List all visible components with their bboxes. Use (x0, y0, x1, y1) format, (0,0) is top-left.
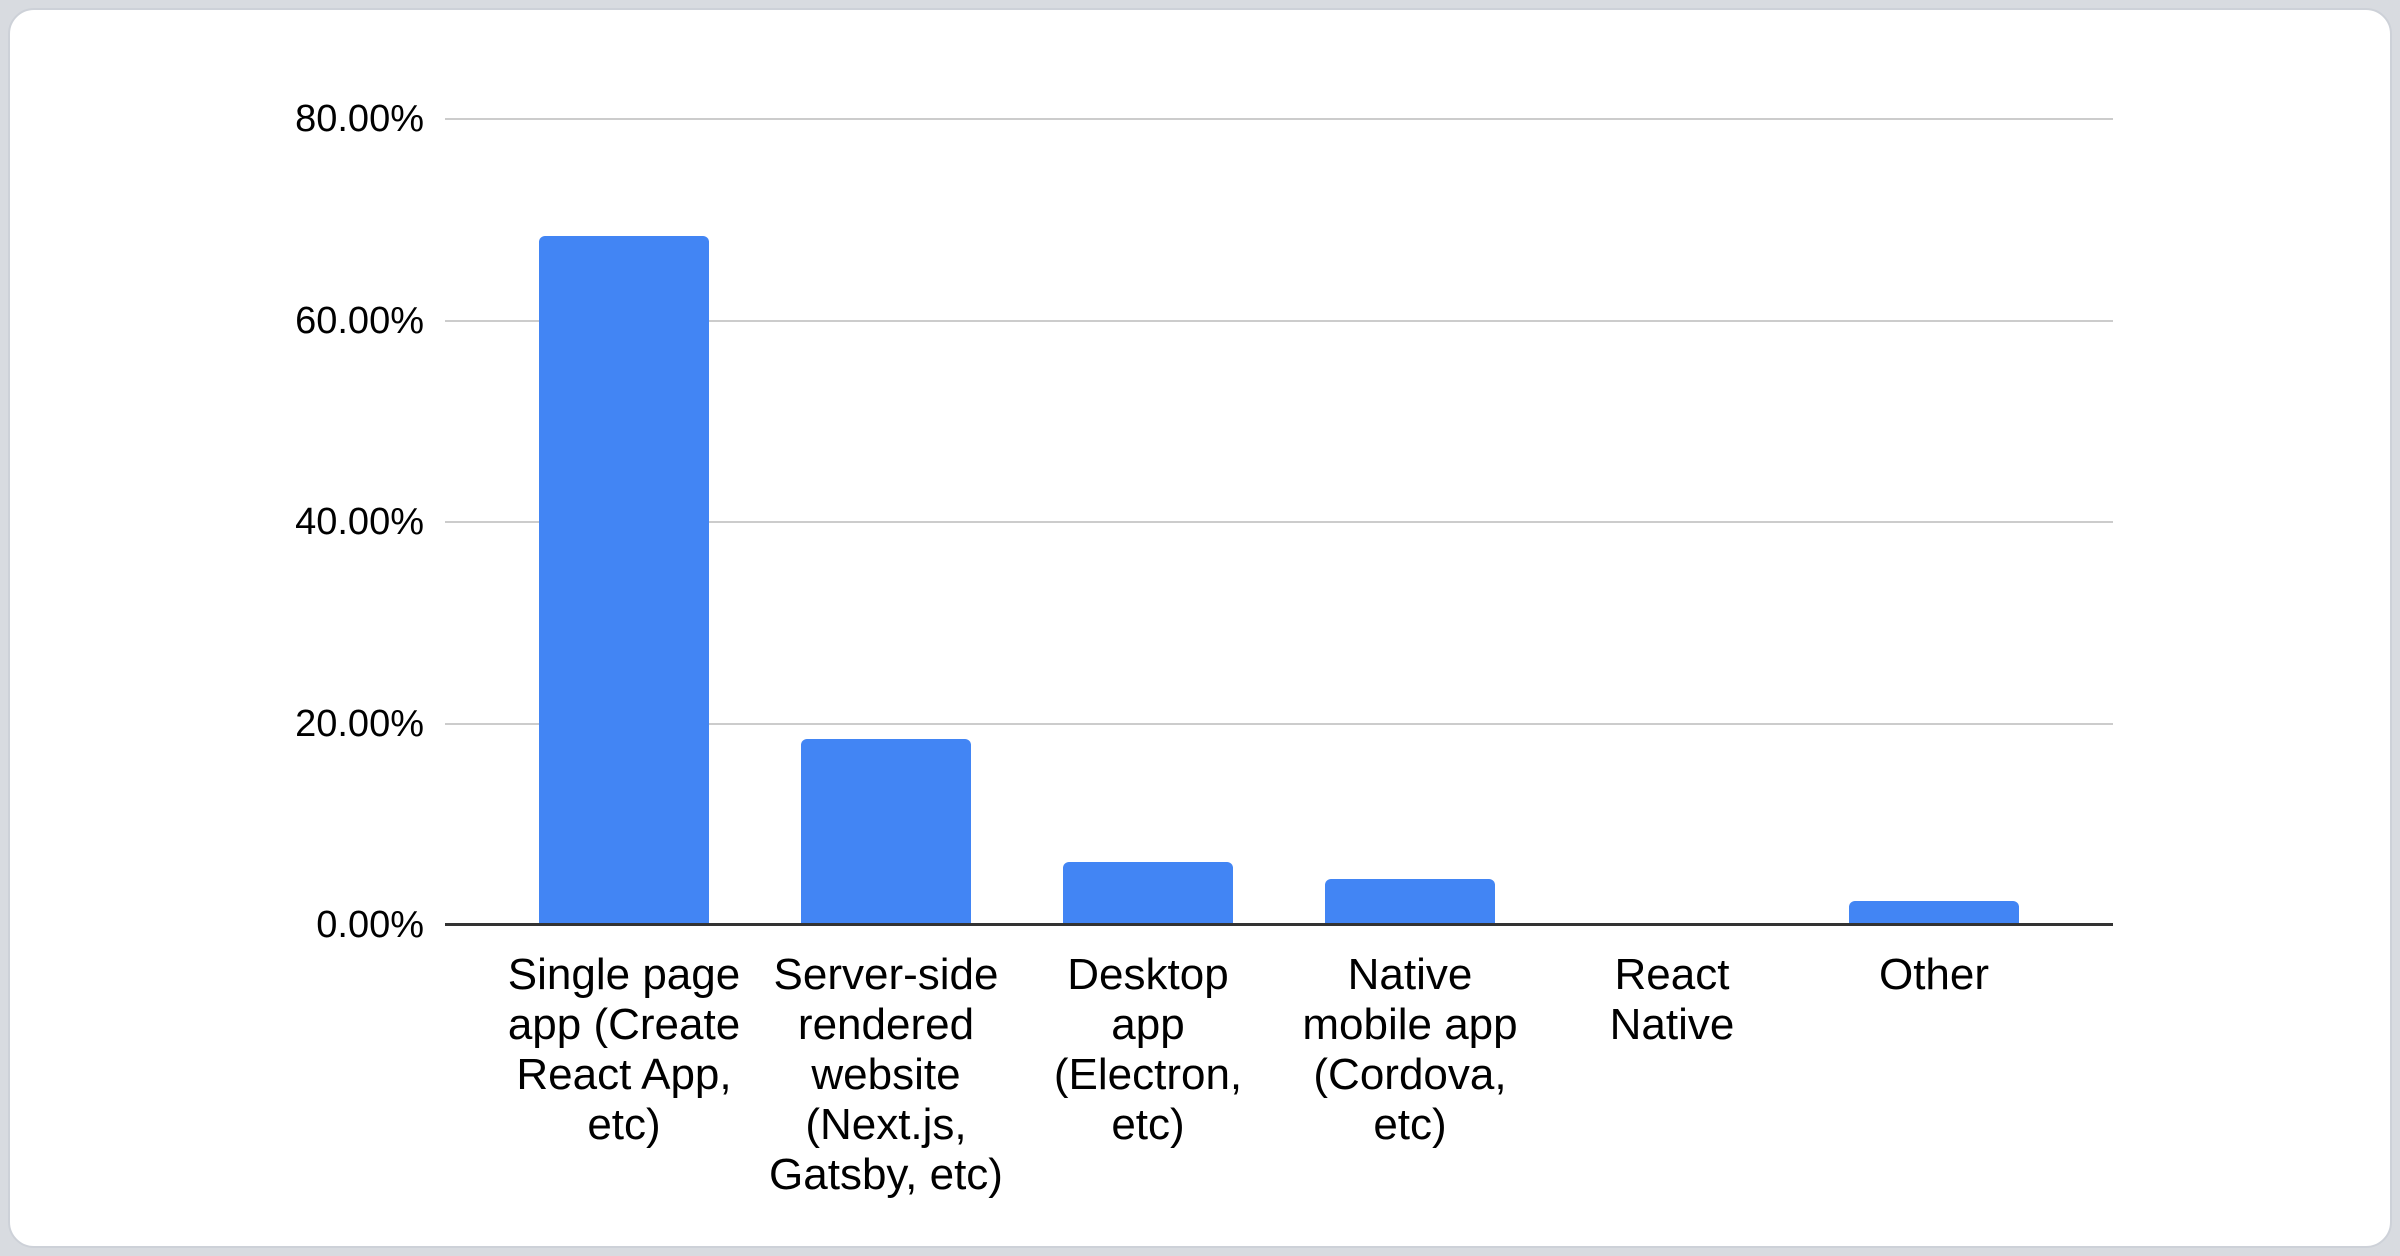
bar-2[interactable] (801, 738, 971, 925)
x-category-label: Other (1878, 950, 1990, 999)
gridline (445, 319, 2113, 322)
bar-1[interactable] (539, 235, 709, 925)
gridline (445, 722, 2113, 725)
x-category-label: Single page app (Create React App, etc) (507, 950, 741, 1149)
chart-card: 80.00% 60.00% 40.00% 20.00% 0.00% Single pag… (8, 8, 2392, 1248)
bar-slot (1541, 119, 1803, 925)
plot-area (445, 118, 2113, 926)
bar-slot (755, 119, 1017, 925)
x-axis-labels: Single page app (Create React App, etc) S… (445, 950, 2113, 1200)
bar-series (445, 119, 2113, 925)
bar-slot (1279, 119, 1541, 925)
x-category-label: Server-side rendered website (Next.js, G… (769, 950, 1003, 1199)
y-tick-label: 40.00% (295, 501, 424, 543)
bar-slot (1017, 119, 1279, 925)
gridline (445, 521, 2113, 523)
gridline (445, 118, 2113, 120)
x-axis-baseline (445, 923, 2113, 926)
bar-slot (1803, 119, 2065, 925)
bar-slot (493, 119, 755, 925)
x-category-label: Native mobile app (Cordova, etc) (1302, 950, 1518, 1149)
y-tick-label: 60.00% (295, 299, 424, 342)
bar-4[interactable] (1325, 878, 1495, 925)
x-category-label: Desktop app (Electron, etc) (1053, 950, 1243, 1149)
y-axis: 80.00% 60.00% 40.00% 20.00% 0.00% (10, 100, 424, 944)
x-category-label: React Native (1609, 950, 1735, 1049)
y-tick-label: 20.00% (295, 702, 424, 745)
bar-3[interactable] (1063, 861, 1233, 925)
bar-6[interactable] (1849, 900, 2019, 925)
y-tick-label: 0.00% (316, 904, 424, 946)
y-tick-label: 80.00% (295, 98, 424, 140)
